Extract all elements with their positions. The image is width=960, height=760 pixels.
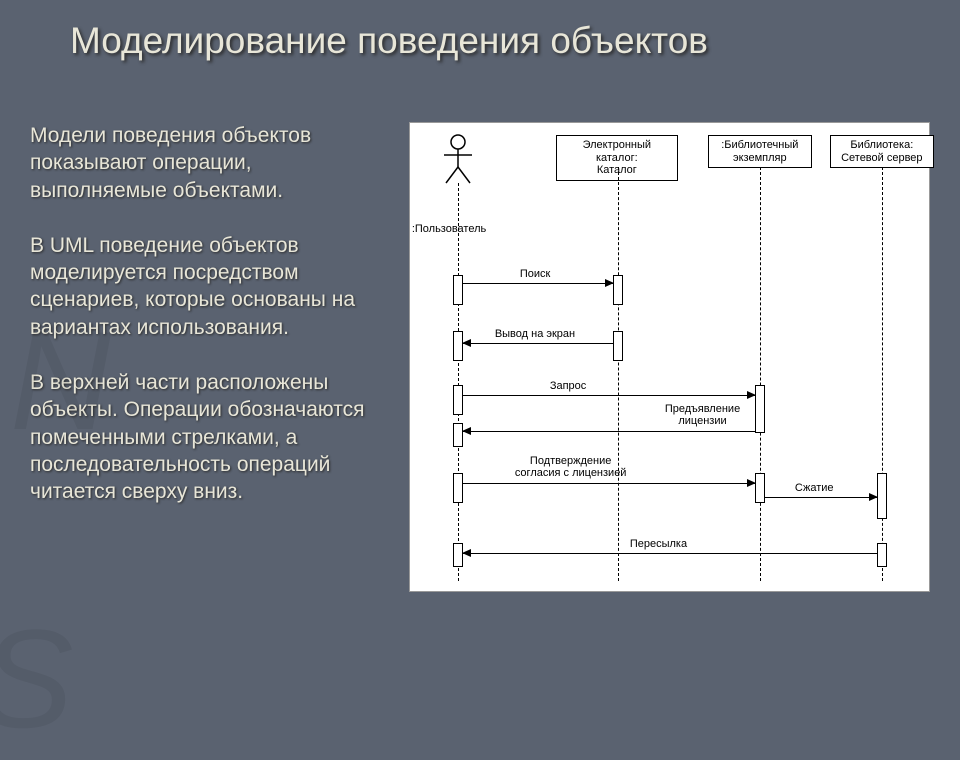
text-column: Модели поведения объектов показывают опе… [30,122,394,592]
msg-license [463,431,755,432]
act [755,385,765,433]
wm-s: S [0,598,73,760]
obj-instance-l1: :Библиотечный [721,139,798,151]
obj-catalog: Электронный каталог: Каталог [556,135,678,181]
msg-license-label: Предъявление лицензии [665,403,740,427]
obj-server-l1: Библиотека: [850,139,913,151]
obj-catalog-l1: Электронный каталог: [583,139,652,164]
sequence-diagram: :Пользователь Электронный каталог: Катал… [409,122,930,592]
lifeline-instance [760,167,761,581]
act [453,385,463,415]
msg-request-label: Запрос [550,380,586,392]
msg-search-label: Поиск [520,268,550,280]
msg-search [463,283,613,284]
obj-server-l2: Сетевой сервер [841,152,922,164]
msg-confirm-label: Подтверждение согласия с лицензией [515,455,627,479]
msg-send-label: Пересылка [630,538,687,550]
lifeline-catalog [618,167,619,581]
act [877,473,887,519]
msg-display-label: Вывод на экран [495,328,575,340]
msg-send [463,553,877,554]
msg-compress [765,497,877,498]
page-title: Моделирование поведения объектов [70,20,930,62]
act [755,473,765,503]
obj-instance: :Библиотечный экземпляр [708,135,812,168]
msg-request [463,395,755,396]
para-2: В UML поведение объектов моделируется по… [30,232,394,341]
act [613,331,623,361]
content-row: Модели поведения объектов показывают опе… [30,122,930,592]
msg-compress-label: Сжатие [795,482,834,494]
msg-confirm [463,483,755,484]
act [453,473,463,503]
obj-catalog-l2: Каталог [597,164,637,176]
obj-server: Библиотека: Сетевой сервер [830,135,934,168]
para-3: В верхней части расположены объекты. Опе… [30,369,394,505]
actor-label: :Пользователь [412,223,486,235]
act [877,543,887,567]
lifeline-actor [458,183,459,581]
act [453,275,463,305]
act [613,275,623,305]
slide: N S Моделирование поведения объектов Мод… [0,0,960,720]
obj-instance-l2: экземпляр [733,152,787,164]
para-1: Модели поведения объектов показывают опе… [30,122,394,204]
msg-display [463,343,613,344]
actor-icon [438,133,478,185]
